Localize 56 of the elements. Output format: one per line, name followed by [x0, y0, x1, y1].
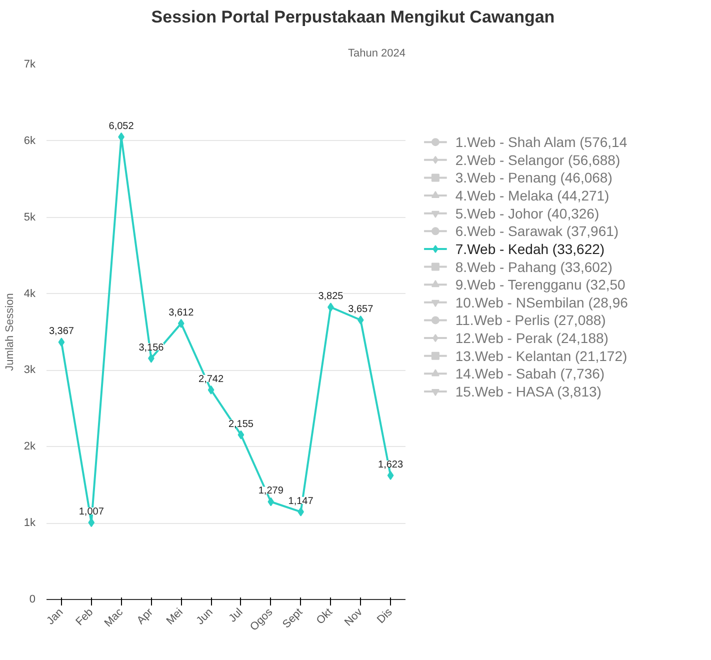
- legend-label: 13.Web - Kelantan (21,172): [455, 348, 628, 364]
- y-tick-label: 0: [29, 594, 36, 606]
- data-label: 1,623: [378, 459, 404, 470]
- x-tick-label: Apr: [134, 606, 156, 627]
- y-tick-label: 7k: [24, 58, 36, 70]
- x-tick-label: Jul: [226, 606, 246, 625]
- data-label: 2,155: [228, 418, 254, 430]
- y-axis-title: Jumlah Session: [4, 293, 16, 371]
- x-tick-label: Nov: [342, 606, 366, 629]
- point: [387, 470, 394, 480]
- y-tick-label: 1k: [24, 517, 36, 530]
- x-tick-label: Dis: [375, 606, 396, 626]
- data-label: 6,052: [108, 120, 134, 132]
- legend-label: 6.Web - Sarawak (37,961): [455, 223, 619, 240]
- data-label: 3,657: [348, 304, 374, 315]
- data-label: 1,279: [258, 486, 284, 497]
- point: [58, 338, 65, 347]
- x-tick-label: Feb: [74, 606, 96, 628]
- x-tick-label: Jan: [44, 606, 66, 628]
- data-label: 3,825: [318, 291, 344, 302]
- point: [268, 497, 274, 506]
- legend-label: 7.Web - Kedah (33,622): [455, 240, 605, 257]
- data-label: 1,147: [288, 496, 314, 507]
- legend-label: 12.Web - Perak (24,188): [455, 330, 608, 346]
- y-tick-label: 3k: [24, 364, 36, 376]
- x-tick-label: Mac: [102, 606, 126, 630]
- chart-title: Session Portal Perpustakaan Mengikut Cawangan: [151, 8, 555, 26]
- point: [238, 430, 244, 440]
- x-tick-label: Jun: [194, 606, 216, 628]
- point: [357, 316, 364, 324]
- point: [88, 518, 95, 528]
- legend-label: 8.Web - Pahang (33,602): [455, 258, 612, 275]
- legend-label: 14.Web - Sabah (7,736): [455, 366, 605, 382]
- point: [208, 385, 214, 394]
- data-label: 3,367: [48, 326, 74, 338]
- y-tick-label: 5k: [24, 211, 36, 224]
- y-tick-label: 6k: [24, 134, 36, 147]
- legend-label: 9.Web - Terengganu (32,50: [455, 276, 626, 293]
- data-label: 2,742: [198, 374, 224, 385]
- legend-label: 1.Web - Shah Alam (576,14: [455, 134, 628, 150]
- data-label: 1,007: [78, 506, 104, 518]
- x-tick-label: Mei: [164, 606, 186, 628]
- legend-label: 3.Web - Penang (46,068): [455, 170, 612, 186]
- point: [178, 318, 184, 328]
- legend-label: 15.Web - HASA (3,813): [455, 383, 602, 400]
- data-label: 3,156: [138, 342, 164, 354]
- chart-subtitle: Tahun 2024: [348, 48, 406, 60]
- y-tick-label: 4k: [24, 288, 36, 300]
- legend-label: 5.Web - Johor (40,326): [455, 205, 600, 222]
- data-label: 3,612: [168, 307, 194, 318]
- legend-label: 10.Web - NSembilan (28,96: [455, 294, 628, 310]
- legend-label: 11.Web - Perlis (27,088): [455, 312, 606, 328]
- x-tick-label: Okt: [314, 606, 335, 627]
- legend-label: 2.Web - Selangor (56,688): [455, 152, 620, 168]
- legend-label: 4.Web - Melaka (44,271): [455, 188, 610, 204]
- y-tick-label: 2k: [24, 440, 36, 453]
